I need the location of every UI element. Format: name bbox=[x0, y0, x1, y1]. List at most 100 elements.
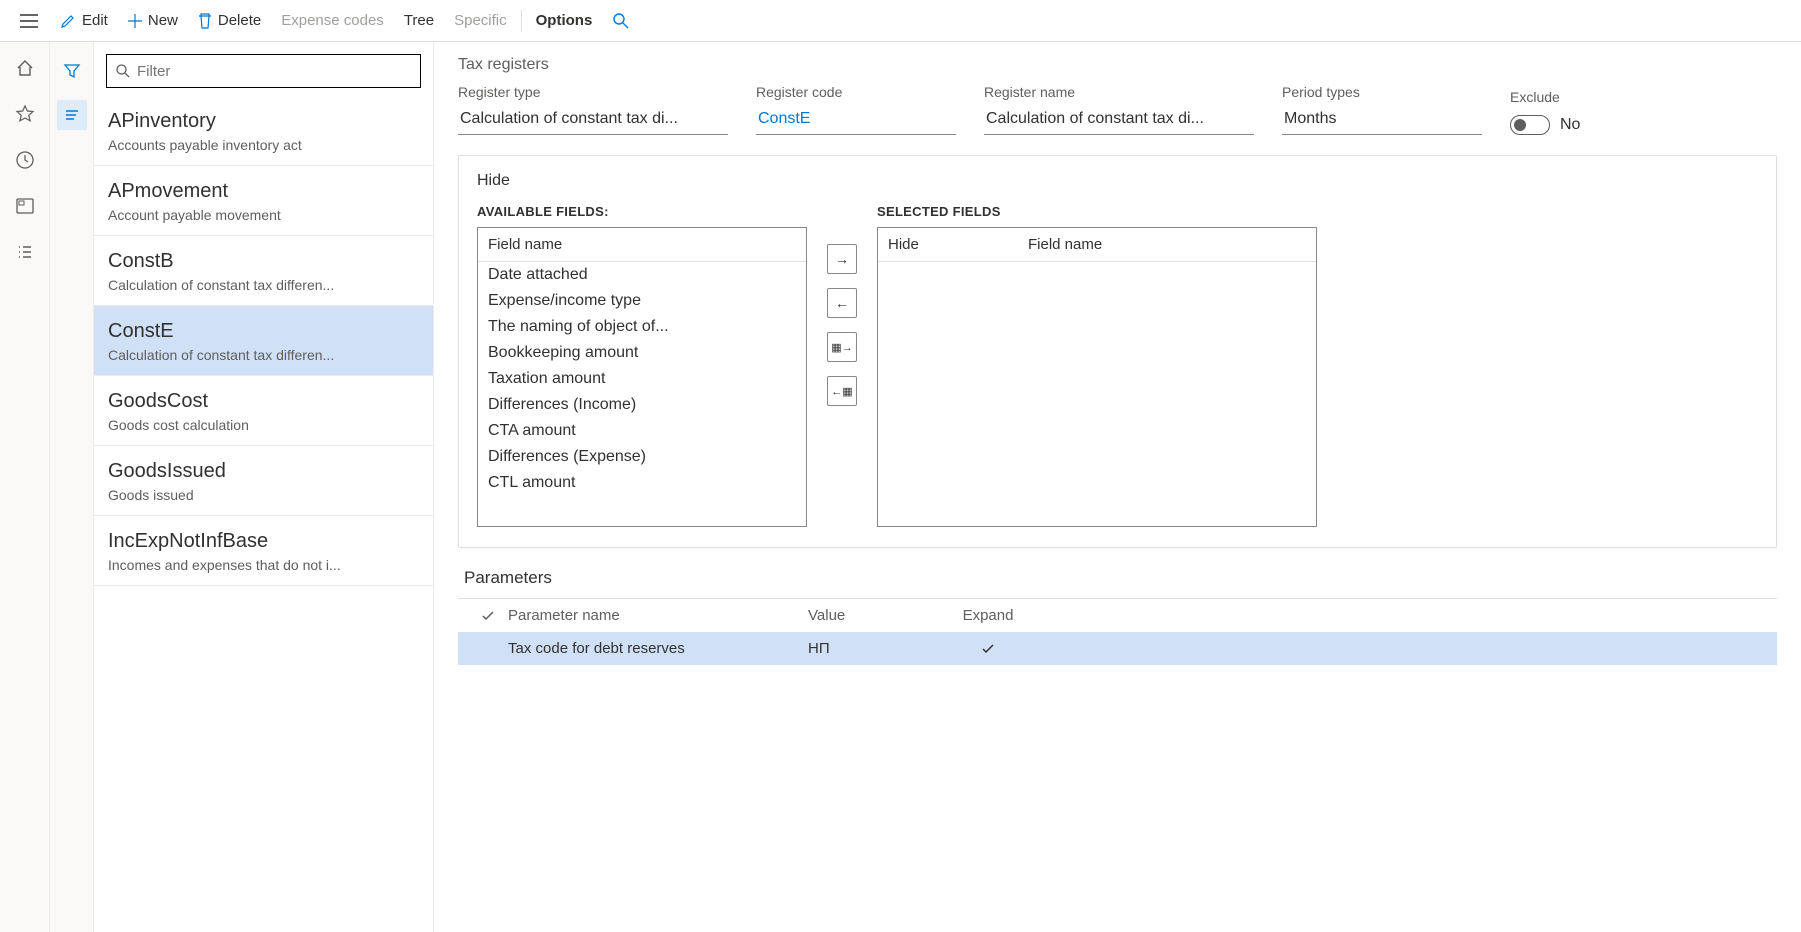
specific-button[interactable]: Specific bbox=[444, 6, 517, 35]
param-value-col: Value bbox=[808, 607, 948, 624]
exclude-label: Exclude bbox=[1510, 89, 1600, 105]
edit-label: Edit bbox=[82, 12, 108, 29]
nav-rail bbox=[0, 42, 50, 932]
available-field-row[interactable]: The naming of object of... bbox=[478, 314, 806, 340]
register-code-value[interactable]: ConstE bbox=[756, 106, 956, 135]
available-fields-label: AVAILABLE FIELDS: bbox=[477, 204, 807, 219]
field-exclude: Exclude No bbox=[1510, 89, 1600, 135]
main: APinventory Accounts payable inventory ac… bbox=[0, 42, 1801, 932]
list-item[interactable]: GoodsCostGoods cost calculation bbox=[94, 376, 433, 446]
list-item[interactable]: APmovement Account payable movement bbox=[94, 166, 433, 236]
home-icon[interactable] bbox=[13, 56, 37, 80]
trash-icon bbox=[198, 13, 212, 29]
section-title: Tax registers bbox=[458, 56, 1777, 74]
register-list[interactable]: APinventory Accounts payable inventory ac… bbox=[94, 96, 433, 932]
list-item-subtitle: Calculation of constant tax differen... bbox=[108, 277, 419, 293]
param-row-name: Tax code for debt reserves bbox=[508, 640, 808, 657]
available-field-row[interactable]: Expense/income type bbox=[478, 288, 806, 314]
star-icon[interactable] bbox=[13, 102, 37, 126]
list-icon[interactable] bbox=[13, 240, 37, 264]
register-type-label: Register type bbox=[458, 84, 728, 100]
available-field-row[interactable]: Date attached bbox=[478, 262, 806, 288]
hide-col: Hide bbox=[888, 236, 1028, 253]
parameters-header: Parameter name Value Expand bbox=[458, 599, 1777, 632]
available-fields-list[interactable]: Date attachedExpense/income typeThe nami… bbox=[478, 262, 806, 526]
list-item[interactable]: ConstE Calculation of constant tax differ… bbox=[94, 306, 433, 376]
parameters-table: Parameter name Value Expand Tax code for… bbox=[458, 598, 1777, 665]
hide-card-title: Hide bbox=[477, 172, 1758, 190]
period-types-value[interactable]: Months bbox=[1282, 106, 1482, 135]
available-field-row[interactable]: Bookkeeping amount bbox=[478, 340, 806, 366]
parameters-title: Parameters bbox=[464, 568, 1777, 588]
list-item-title: APmovement bbox=[108, 180, 419, 203]
workspace-icon[interactable] bbox=[13, 194, 37, 218]
list-item-title: ConstE bbox=[108, 320, 419, 343]
content-pane: Tax registers Register type Calculation … bbox=[434, 42, 1801, 932]
list-item-subtitle: Incomes and expenses that do not i... bbox=[108, 557, 419, 573]
move-all-right-button[interactable]: ▦→ bbox=[827, 332, 857, 362]
tree-label: Tree bbox=[404, 12, 434, 29]
parameter-row[interactable]: Tax code for debt reservesНП bbox=[458, 632, 1777, 665]
hamburger-icon bbox=[20, 14, 38, 28]
toolbar-search[interactable] bbox=[602, 6, 640, 36]
move-right-button[interactable]: → bbox=[827, 244, 857, 274]
register-name-label: Register name bbox=[984, 84, 1254, 100]
list-item-subtitle: Account payable movement bbox=[108, 207, 419, 223]
available-fields-box: Field name Date attachedExpense/income t… bbox=[477, 227, 807, 527]
list-tools-rail bbox=[50, 42, 94, 932]
list-item-title: ConstB bbox=[108, 250, 419, 273]
tree-button[interactable]: Tree bbox=[394, 6, 444, 35]
search-icon bbox=[612, 12, 630, 30]
lines-icon[interactable] bbox=[57, 100, 87, 130]
list-item-subtitle: Accounts payable inventory act bbox=[108, 137, 419, 153]
selected-fields-list[interactable] bbox=[878, 262, 1316, 526]
list-item-title: APinventory bbox=[108, 110, 419, 133]
fields-transfer: AVAILABLE FIELDS: Field name Date attach… bbox=[477, 204, 1758, 527]
plus-icon bbox=[128, 14, 142, 28]
available-field-row[interactable]: Taxation amount bbox=[478, 366, 806, 392]
list-item[interactable]: IncExpNotInfBase Incomes and expenses tha… bbox=[94, 516, 433, 586]
selected-fields-box: Hide Field name bbox=[877, 227, 1317, 527]
expense-codes-button[interactable]: Expense codes bbox=[271, 6, 394, 35]
transfer-buttons: → ← ▦→ ←▦ bbox=[827, 204, 857, 406]
move-all-left-button[interactable]: ←▦ bbox=[827, 376, 857, 406]
list-item[interactable]: ConstB Calculation of constant tax differ… bbox=[94, 236, 433, 306]
clock-icon[interactable] bbox=[13, 148, 37, 172]
field-register-name: Register name Calculation of constant ta… bbox=[984, 84, 1254, 135]
available-field-row[interactable]: Differences (Expense) bbox=[478, 444, 806, 470]
available-fields-col: AVAILABLE FIELDS: Field name Date attach… bbox=[477, 204, 807, 527]
available-field-row[interactable]: CTA amount bbox=[478, 418, 806, 444]
filter-box[interactable] bbox=[106, 54, 421, 88]
exclude-toggle[interactable] bbox=[1510, 115, 1550, 135]
filter-search-icon bbox=[115, 63, 131, 79]
funnel-icon[interactable] bbox=[57, 56, 87, 86]
register-name-value[interactable]: Calculation of constant tax di... bbox=[984, 106, 1254, 135]
param-name-col: Parameter name bbox=[508, 607, 808, 624]
period-types-label: Period types bbox=[1282, 84, 1482, 100]
field-name-col: Field name bbox=[488, 236, 562, 253]
list-item[interactable]: APinventory Accounts payable inventory ac… bbox=[94, 96, 433, 166]
list-item-subtitle: Calculation of constant tax differen... bbox=[108, 347, 419, 363]
available-field-row[interactable]: CTL amount bbox=[478, 470, 806, 496]
toolbar: Edit New Delete Expense codes Tree Speci… bbox=[0, 0, 1801, 42]
list-item-title: IncExpNotInfBase bbox=[108, 530, 419, 553]
param-row-expand[interactable] bbox=[948, 642, 1028, 656]
options-button[interactable]: Options bbox=[526, 6, 603, 35]
exclude-value: No bbox=[1560, 116, 1580, 134]
list-item-title: GoodsCost bbox=[108, 390, 419, 413]
specific-label: Specific bbox=[454, 12, 507, 29]
register-type-value[interactable]: Calculation of constant tax di... bbox=[458, 106, 728, 135]
list-item[interactable]: GoodsIssuedGoods issued bbox=[94, 446, 433, 516]
param-check-col bbox=[468, 609, 508, 623]
hamburger-menu[interactable] bbox=[8, 14, 50, 28]
available-field-row[interactable]: Differences (Income) bbox=[478, 392, 806, 418]
register-code-label: Register code bbox=[756, 84, 956, 100]
expense-codes-label: Expense codes bbox=[281, 12, 384, 29]
new-button[interactable]: New bbox=[118, 6, 188, 35]
filter-input[interactable] bbox=[137, 63, 412, 80]
toolbar-separator bbox=[521, 10, 522, 32]
edit-button[interactable]: Edit bbox=[50, 6, 118, 35]
move-left-button[interactable]: ← bbox=[827, 288, 857, 318]
delete-button[interactable]: Delete bbox=[188, 6, 271, 35]
options-label: Options bbox=[536, 12, 593, 29]
